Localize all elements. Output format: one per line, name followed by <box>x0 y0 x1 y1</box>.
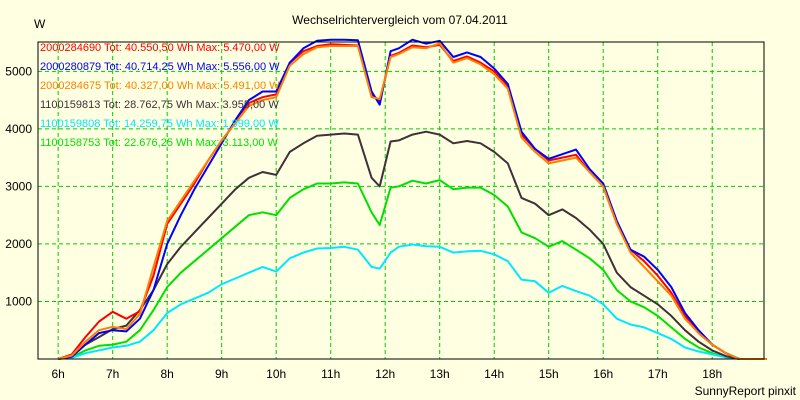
x-tick-label: 18h <box>702 367 722 381</box>
x-tick-label: 17h <box>648 367 668 381</box>
legend-entry-2000284675: 2000284675 Tot: 40.327,00 Wh Max: 5.491,… <box>40 80 280 92</box>
x-tick-label: 14h <box>484 367 504 381</box>
legend-entry-1100159813: 1100159813 Tot: 28.762,75 Wh Max: 3.955,… <box>40 99 279 111</box>
y-tick-label: 3000 <box>5 179 32 193</box>
x-tick-label: 11h <box>321 367 340 381</box>
y-tick-label: 5000 <box>5 64 32 78</box>
series-line-1100159813 <box>57 130 767 360</box>
chart-title: Wechselrichtervergleich vom 07.04.2011 <box>292 13 508 27</box>
x-tick-label: 7h <box>106 367 119 381</box>
y-tick-label: 4000 <box>5 122 32 136</box>
x-tick-label: 8h <box>160 367 173 381</box>
x-tick-label: 9h <box>215 367 228 381</box>
y-axis-label: W <box>34 17 46 31</box>
x-tick-label: 10h <box>266 367 286 381</box>
footer-credit: SunnyReport pinxit <box>695 384 797 398</box>
y-tick-label: 2000 <box>5 237 32 251</box>
legend-entry-1100158753: 1100158753 Tot: 22.676,25 Wh Max: 3.113,… <box>40 137 279 149</box>
legend-entry-1100159808: 1100159808 Tot: 14.259,75 Wh Max: 1.999,… <box>40 118 279 130</box>
series-line-2000284675 <box>57 42 767 360</box>
legend-entry-2000280879: 2000280879 Tot: 40.714,25 Wh Max: 5.556,… <box>40 61 280 73</box>
x-tick-label: 6h <box>51 367 64 381</box>
legend: 2000284690 Tot: 40.550,50 Wh Max: 5.470,… <box>40 42 280 149</box>
x-tick-label: 16h <box>593 367 613 381</box>
x-tick-label: 12h <box>375 367 395 381</box>
x-tick-label: 13h <box>430 367 450 381</box>
series-line-2000280879 <box>58 38 767 360</box>
series-lines <box>57 38 767 360</box>
y-tick-label: 1000 <box>5 294 32 308</box>
x-tick-label: 15h <box>539 367 559 381</box>
series-line-2000284690 <box>57 43 767 360</box>
series-line-1100159808 <box>58 243 767 360</box>
axis-ticks: 6h 7h 8h 9h 10h 11h 12h 13h 14h 15h 16h 17h 18h 1000 2… <box>5 64 722 381</box>
legend-entry-2000284690: 2000284690 Tot: 40.550,50 Wh Max: 5.470,… <box>40 42 280 54</box>
series-line-1100158753 <box>58 179 767 360</box>
plot-frame <box>37 41 765 360</box>
